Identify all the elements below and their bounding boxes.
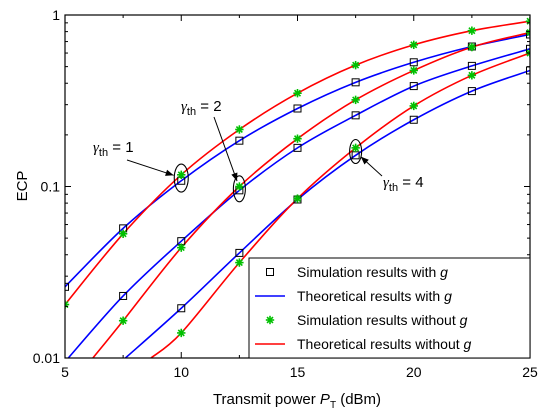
sim-marker-square xyxy=(526,44,530,53)
sim-marker-star xyxy=(351,143,360,153)
x-tick-label: 25 xyxy=(522,364,538,380)
legend-entry: Simulation results without g xyxy=(265,312,468,328)
sim-marker-star xyxy=(293,88,302,98)
sim-marker-star xyxy=(293,194,302,203)
legend: Simulation results with g Theoretical res… xyxy=(248,257,531,359)
sim-marker-star xyxy=(409,101,418,111)
annotation-arrow xyxy=(213,116,238,182)
legend-symbol-square xyxy=(266,268,274,276)
sim-marker-square xyxy=(351,78,360,87)
sim-marker-star xyxy=(467,26,477,35)
legend-label: Theoretical results with g xyxy=(297,288,452,304)
sim-marker-star xyxy=(467,42,477,52)
legend-entry: Theoretical results with g xyxy=(255,288,452,304)
sim-marker-star xyxy=(235,258,244,267)
sim-marker-square xyxy=(119,291,128,300)
y-tick-label: 0.01 xyxy=(33,350,60,366)
sim-marker-star xyxy=(525,28,530,37)
x-tick-label: 10 xyxy=(173,364,189,380)
series-line-gamma4-with-g xyxy=(124,69,530,358)
sim-marker-square xyxy=(409,82,418,91)
annotation-label: γth = 2 xyxy=(181,98,222,118)
sim-marker-star xyxy=(177,170,186,180)
x-axis-title-unit: (dBm) xyxy=(340,391,381,408)
sim-marker-square xyxy=(65,282,69,291)
sim-marker-square xyxy=(293,104,302,113)
sim-marker-star xyxy=(235,125,244,134)
annotation-ellipse xyxy=(349,138,363,165)
legend-label: Simulation results with g xyxy=(297,264,448,280)
sim-marker-square xyxy=(467,87,476,96)
sim-marker-star xyxy=(351,95,360,105)
y-axis-title: ECP xyxy=(14,171,31,202)
sim-marker-star xyxy=(467,71,477,80)
sim-marker-square xyxy=(235,248,244,257)
sim-marker-square xyxy=(235,136,244,145)
sim-marker-star xyxy=(351,60,360,70)
legend-box xyxy=(248,257,531,359)
sim-marker-star xyxy=(409,66,418,75)
sim-marker-square xyxy=(526,30,530,39)
series-line-gamma1-without-g xyxy=(65,20,530,306)
sim-marker-square xyxy=(351,111,360,120)
y-tick-label: 0.1 xyxy=(41,179,61,195)
legend-entry: Simulation results with g xyxy=(266,264,448,280)
sim-marker-square xyxy=(177,304,186,313)
sim-marker-square xyxy=(293,143,302,152)
annotation-label: γth = 1 xyxy=(93,139,134,159)
y-tick-label: 1 xyxy=(52,7,60,23)
x-axis-title-subscript: T xyxy=(330,400,336,411)
annotation-arrow xyxy=(126,159,174,176)
annotation-label: γth = 4 xyxy=(383,174,424,194)
legend-entry: Theoretical results without g xyxy=(255,336,472,352)
sim-marker-square xyxy=(467,61,476,70)
annotation-ellipse xyxy=(232,175,246,203)
sim-marker-square xyxy=(409,115,418,124)
sim-marker-star xyxy=(177,328,186,338)
sim-marker-square xyxy=(409,58,418,67)
annotation-arrow xyxy=(360,156,383,177)
annotation-ellipse xyxy=(173,163,189,193)
x-axis-title: Transmit power PT (dBm) xyxy=(213,391,381,411)
series-line-gamma4-without-g xyxy=(150,52,530,358)
sim-marker-star xyxy=(293,134,302,143)
series-line-gamma1-with-g xyxy=(65,33,530,288)
sim-marker-star xyxy=(409,40,418,50)
x-tick-label: 5 xyxy=(61,364,69,380)
legend-symbol-star xyxy=(265,315,275,325)
x-tick-label: 15 xyxy=(290,364,306,380)
sim-marker-star xyxy=(235,182,244,191)
x-tick-label: 20 xyxy=(406,364,422,380)
sim-marker-star xyxy=(177,243,186,252)
x-axis-title-text: Transmit power xyxy=(213,391,316,408)
x-axis-title-symbol: P xyxy=(320,391,330,408)
legend-label: Theoretical results without g xyxy=(297,336,472,352)
legend-label: Simulation results without g xyxy=(297,312,468,328)
sim-marker-star xyxy=(118,316,128,325)
sim-marker-square xyxy=(526,66,530,75)
sim-marker-star xyxy=(118,229,128,238)
